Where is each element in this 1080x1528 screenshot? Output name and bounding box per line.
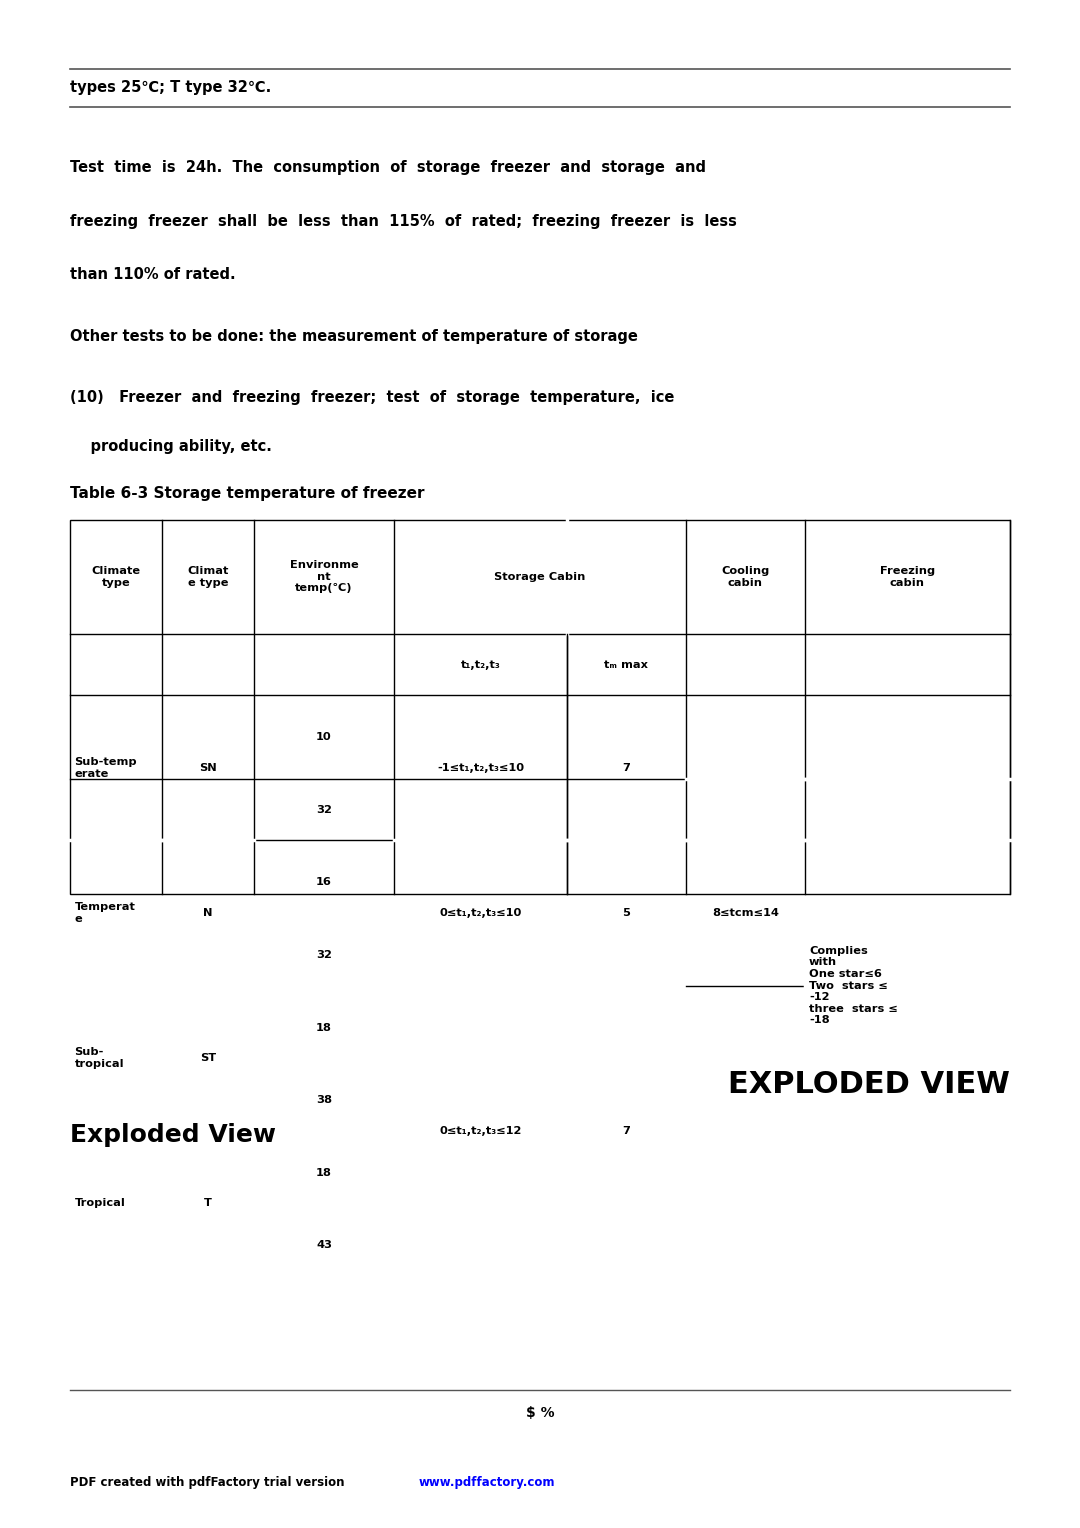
Text: 43: 43 <box>316 1241 332 1250</box>
Text: t₁,t₂,t₃: t₁,t₂,t₃ <box>461 660 500 669</box>
Text: Freezing
cabin: Freezing cabin <box>879 565 935 588</box>
Text: than 110% of rated.: than 110% of rated. <box>70 267 235 283</box>
Text: 8≤tcm≤14: 8≤tcm≤14 <box>712 908 779 918</box>
Text: Temperat
e: Temperat e <box>75 902 135 924</box>
Text: $ %: $ % <box>526 1406 554 1420</box>
Text: Table 6-3 Storage temperature of freezer: Table 6-3 Storage temperature of freezer <box>70 486 424 501</box>
Text: Test  time  is  24h.  The  consumption  of  storage  freezer  and  storage  and: Test time is 24h. The consumption of sto… <box>70 160 706 176</box>
Text: 7: 7 <box>622 1126 631 1135</box>
Text: types 25℃; T type 32℃.: types 25℃; T type 32℃. <box>70 81 271 95</box>
Text: Climate
type: Climate type <box>92 565 140 588</box>
Text: Storage Cabin: Storage Cabin <box>495 571 585 582</box>
Text: 32: 32 <box>316 805 332 814</box>
Text: ST: ST <box>200 1053 216 1063</box>
Text: SN: SN <box>199 762 217 773</box>
Text: producing ability, etc.: producing ability, etc. <box>70 439 272 454</box>
Bar <box>70 520 1010 894</box>
Text: www.pdffactory.com: www.pdffactory.com <box>419 1476 555 1488</box>
Text: 10: 10 <box>316 732 332 743</box>
Text: 0≤t₁,t₂,t₃≤12: 0≤t₁,t₂,t₃≤12 <box>440 1126 522 1135</box>
Text: T: T <box>204 1198 212 1209</box>
Text: 38: 38 <box>316 1096 332 1105</box>
Text: Sub-
tropical: Sub- tropical <box>75 1047 124 1070</box>
Text: (10)   Freezer  and  freezing  freezer;  test  of  storage  temperature,  ice: (10) Freezer and freezing freezer; test … <box>70 390 675 405</box>
Text: 32: 32 <box>316 950 332 960</box>
Text: EXPLODED VIEW: EXPLODED VIEW <box>728 1070 1010 1099</box>
Text: 18: 18 <box>316 1167 332 1178</box>
Text: tₘ max: tₘ max <box>605 660 648 669</box>
Text: 16: 16 <box>316 877 332 888</box>
Text: Cooling
cabin: Cooling cabin <box>721 565 769 588</box>
Text: Environme
nt
temp(℃): Environme nt temp(℃) <box>289 561 359 593</box>
Text: 7: 7 <box>622 762 631 773</box>
Text: Climat
e type: Climat e type <box>187 565 229 588</box>
Text: Other tests to be done: the measurement of temperature of storage: Other tests to be done: the measurement … <box>70 329 638 344</box>
Text: Tropical: Tropical <box>75 1198 125 1209</box>
Text: Exploded View: Exploded View <box>70 1123 276 1148</box>
Text: freezing  freezer  shall  be  less  than  115%  of  rated;  freezing  freezer  i: freezing freezer shall be less than 115%… <box>70 214 737 229</box>
Text: 5: 5 <box>622 908 631 918</box>
Text: 0≤t₁,t₂,t₃≤10: 0≤t₁,t₂,t₃≤10 <box>440 908 522 918</box>
Text: PDF created with pdfFactory trial version: PDF created with pdfFactory trial versio… <box>70 1476 349 1488</box>
Text: 18: 18 <box>316 1022 332 1033</box>
Text: N: N <box>203 908 213 918</box>
Text: Complies
with
One star≤6
Two  stars ≤
-12
three  stars ≤
-18: Complies with One star≤6 Two stars ≤ -12… <box>809 946 897 1025</box>
Text: Sub-temp
erate: Sub-temp erate <box>75 756 137 779</box>
Text: -1≤t₁,t₂,t₃≤10: -1≤t₁,t₂,t₃≤10 <box>437 762 524 773</box>
